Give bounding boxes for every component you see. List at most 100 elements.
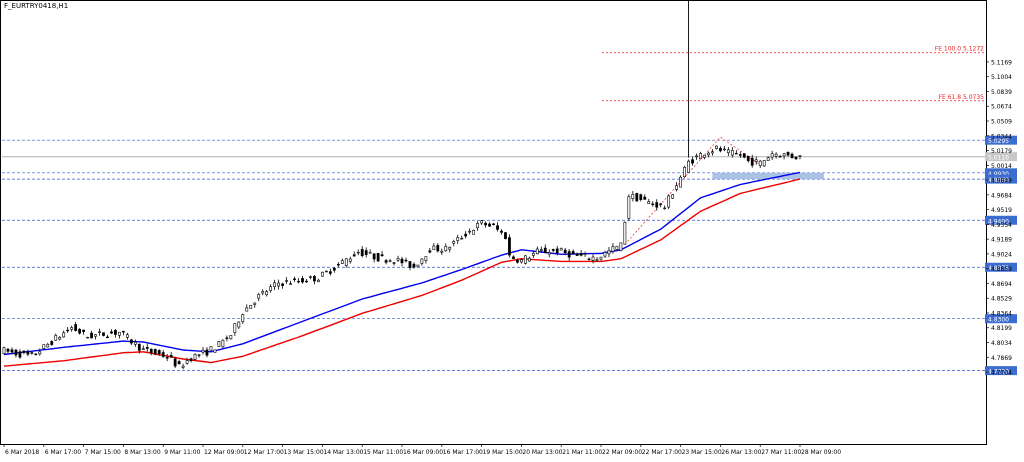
candle (30, 351, 34, 355)
y-tick-label: 4.8199 (991, 325, 1012, 332)
candle-body-bull (432, 245, 436, 250)
candle-body-bear (746, 155, 750, 162)
support-zone (712, 172, 824, 180)
candle (321, 271, 324, 277)
candle (512, 255, 515, 260)
candle-body-bull (699, 153, 702, 160)
candle (436, 243, 440, 253)
x-tick-label: 12 Mar 09:00 (204, 449, 244, 456)
candle (579, 249, 583, 257)
candle (679, 175, 682, 188)
candle-body-bear (384, 260, 388, 263)
candle-body-bull (269, 286, 273, 291)
candle (82, 329, 85, 335)
level-price-tag (985, 314, 1017, 324)
candle (336, 262, 340, 268)
candle-body-bear (436, 245, 440, 252)
candle (225, 335, 229, 342)
candle-body-bull (460, 237, 464, 240)
candle-body-bull (711, 151, 714, 154)
price-axis: 5.1169 5.1004 5.0839 5.0674 5.0509 5.0344 5.01… (986, 59, 1012, 377)
candle-body-bear (18, 351, 22, 358)
candle-body-bull (309, 276, 312, 278)
candle (261, 289, 265, 296)
candle (583, 251, 587, 257)
level-price-tag (985, 366, 1017, 376)
candle-body-bull (424, 256, 428, 261)
candle (476, 221, 480, 231)
candle-body-bear (225, 337, 229, 339)
candle-body-bear (360, 249, 364, 256)
candle (758, 159, 762, 169)
candle (364, 247, 368, 258)
candle-body-bear (496, 225, 499, 230)
candle (205, 347, 209, 358)
candle (655, 199, 659, 211)
x-tick-label: 9 Mar 11:00 (164, 449, 200, 456)
candle (420, 258, 424, 266)
level-price-tag (985, 174, 1017, 184)
candle-body-bear (102, 332, 105, 336)
candle (125, 332, 129, 340)
candle-body-bull (730, 150, 734, 156)
candle (22, 350, 26, 355)
candle-body-bull (754, 159, 758, 162)
candle (133, 339, 137, 347)
candle (257, 292, 261, 302)
candle-body-bear (575, 253, 579, 256)
candle (58, 335, 62, 341)
candle-body-bull (241, 314, 245, 322)
candle (145, 343, 149, 352)
candle (627, 194, 631, 222)
candle (380, 251, 384, 257)
candle (217, 340, 221, 347)
level-price-label: 4.7720 (988, 369, 1009, 376)
candle (699, 151, 702, 160)
candle-body-bull (324, 270, 328, 273)
candle-body-bull (321, 271, 324, 277)
candle (18, 349, 22, 359)
candle (715, 145, 718, 150)
candle-body-bear (516, 259, 519, 263)
candle-body-bull (535, 248, 539, 255)
candle (269, 284, 273, 293)
x-tick-label: 12 Mar 17:00 (244, 449, 284, 456)
candle (201, 346, 205, 355)
ema-fast-line (3, 171, 801, 356)
candle-body-bull (591, 256, 595, 261)
candle-body-bear (750, 157, 754, 166)
candle-body-bull (285, 280, 288, 282)
candle (651, 201, 655, 207)
candle-body-bear (508, 237, 511, 256)
candle-body-bear (22, 350, 26, 353)
candle-body-bull (62, 332, 66, 338)
candle-body-bull (265, 291, 269, 296)
candle (149, 348, 153, 356)
candle-body-bull (233, 323, 237, 333)
candle (516, 258, 519, 264)
candle-body-bull (707, 152, 710, 156)
candle-body-bull (118, 331, 121, 336)
candle-body-bull (420, 258, 424, 264)
candle (468, 228, 472, 235)
candle-body-bear (742, 153, 746, 158)
candle-body-bear (738, 154, 742, 156)
candle-body-bear (635, 193, 639, 202)
candle-body-bear (392, 262, 396, 264)
candle (297, 278, 300, 284)
candle (703, 154, 706, 160)
candle (460, 235, 464, 240)
candle (352, 251, 356, 257)
candle (623, 221, 627, 245)
candle-body-bear (428, 250, 432, 253)
candle-body-bull (253, 302, 257, 305)
y-tick-label: 5.0509 (991, 119, 1012, 126)
candle (424, 256, 428, 264)
candle-body-bear (543, 247, 547, 254)
candle-body-bear (169, 355, 173, 358)
candle-body-bull (679, 176, 682, 188)
candle-body-bear (106, 336, 109, 339)
candle-body-bear (110, 331, 113, 334)
